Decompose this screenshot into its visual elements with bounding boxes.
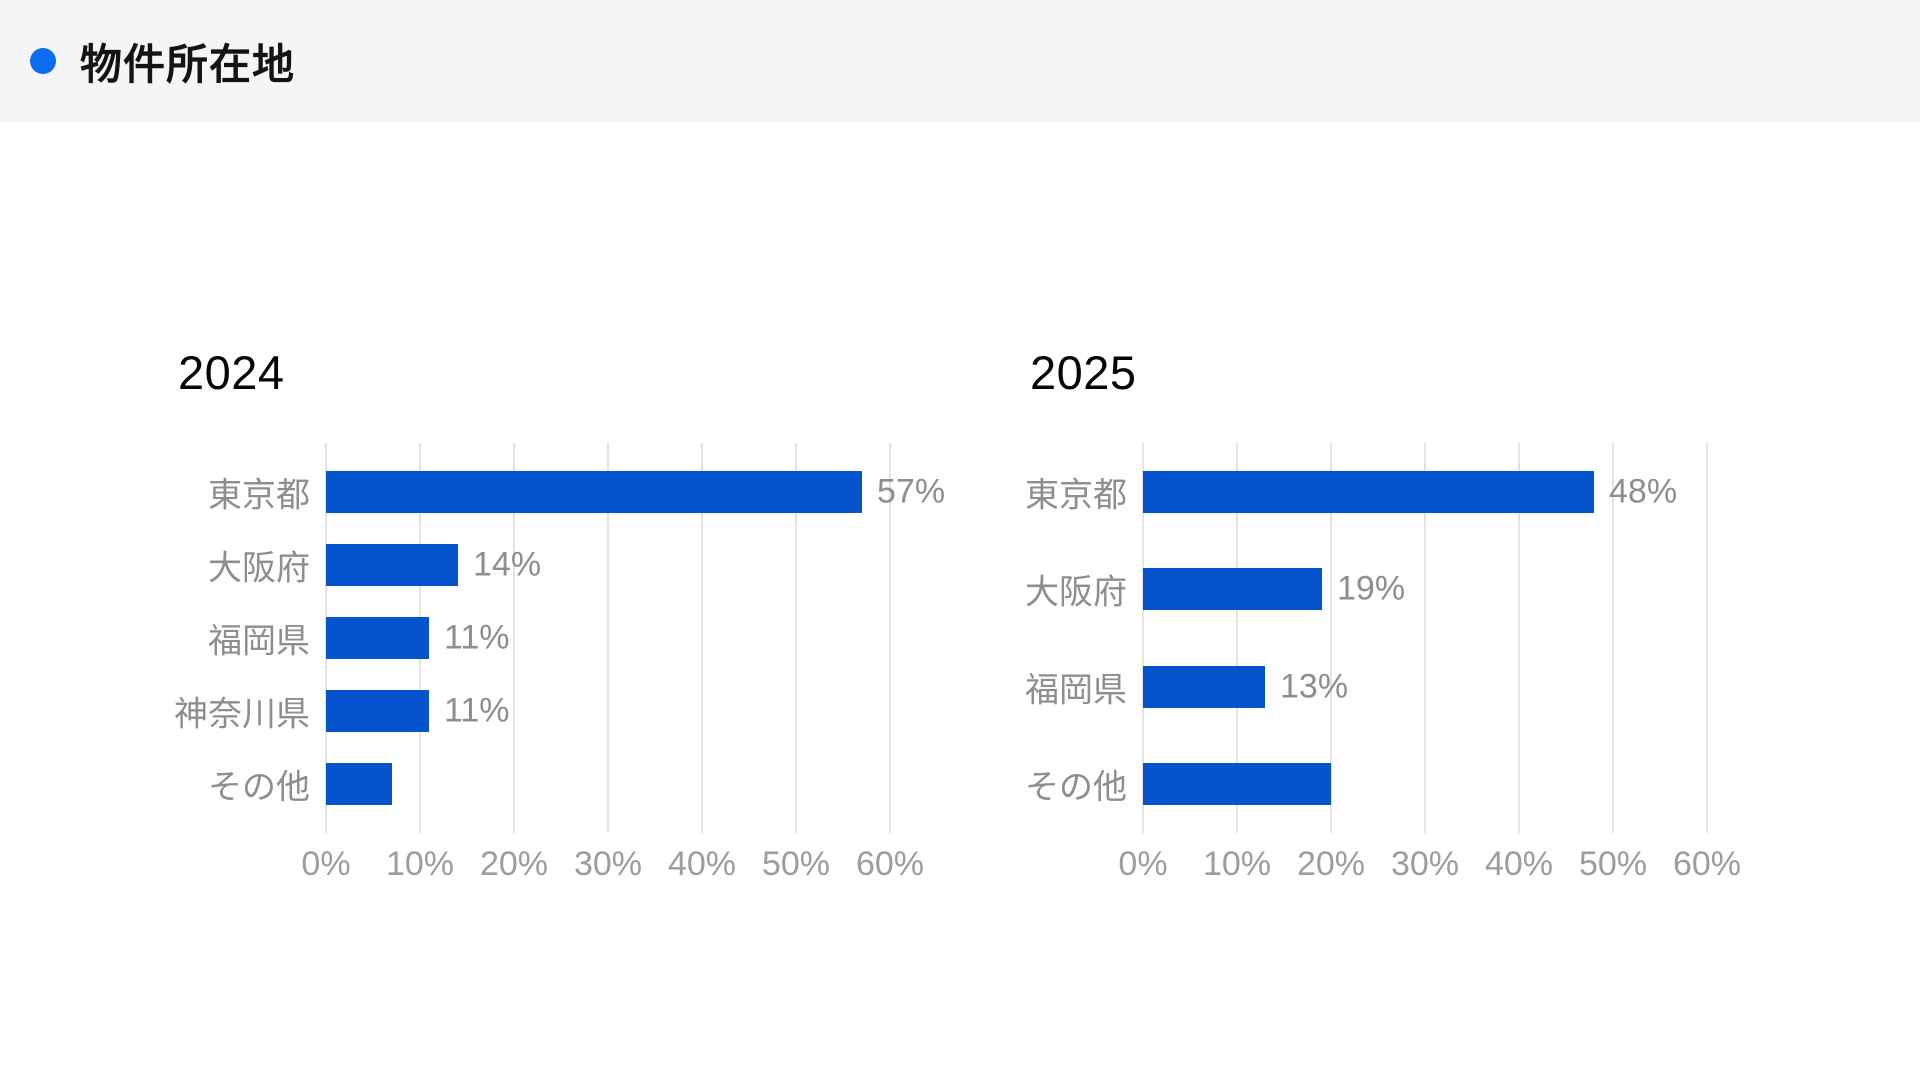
gridline-60% [1706, 443, 1708, 833]
gridline-50% [1612, 443, 1614, 833]
x-axis-tick-label: 0% [1118, 845, 1168, 883]
x-axis-tick-label: 10% [1202, 845, 1272, 883]
gridline-30% [607, 443, 609, 833]
value-label-2025-東京都: 48% [1609, 472, 1678, 511]
section-header: 物件所在地 [0, 0, 1920, 122]
x-axis-tick-label: 20% [479, 845, 549, 883]
bullet-icon [30, 48, 56, 74]
x-axis-tick-label: 60% [1672, 845, 1742, 883]
x-axis-tick-label: 20% [1296, 845, 1366, 883]
chart-2025-plot-area: 0% 10% 20% 30% 40% 50% 60% 東京都 48% 大阪府 19% 福岡県 13% その… [1025, 443, 1741, 883]
category-label-神奈川県: 神奈川県 [174, 695, 310, 734]
category-label-東京都: 東京都 [208, 476, 310, 515]
value-label-2024-大阪府: 14% [473, 545, 542, 584]
x-axis-tick-label: 40% [667, 845, 737, 883]
x-axis-tick-label: 50% [761, 845, 831, 883]
chart-title-2025: 2025 [1030, 346, 1137, 399]
gridline-60% [889, 443, 891, 833]
category-label-大阪府: 大阪府 [208, 549, 310, 588]
value-label-2024-東京都: 57% [877, 472, 946, 511]
page-title: 物件所在地 [80, 40, 296, 88]
x-axis-tick-label: 50% [1578, 845, 1648, 883]
chart-title-2024: 2024 [178, 346, 285, 399]
category-label-東京都: 東京都 [1025, 476, 1127, 515]
bar-2025-福岡県 [1143, 666, 1265, 708]
category-label-福岡県: 福岡県 [1025, 671, 1127, 710]
bar-2025-その他 [1143, 763, 1331, 805]
gridline-0% [1142, 443, 1144, 833]
category-label-その他: その他 [1025, 768, 1127, 807]
category-label-福岡県: 福岡県 [208, 622, 310, 661]
gridline-40% [1518, 443, 1520, 833]
bar-2025-東京都 [1143, 471, 1594, 513]
bar-2024-福岡県 [326, 617, 429, 659]
bar-2024-神奈川県 [326, 690, 429, 732]
value-label-2025-大阪府: 19% [1337, 569, 1406, 608]
value-label-2024-福岡県: 11% [444, 618, 510, 657]
value-label-2025-福岡県: 13% [1280, 667, 1349, 706]
value-label-2024-神奈川県: 11% [444, 691, 510, 730]
category-label-その他: その他 [208, 768, 310, 807]
x-axis-tick-label: 0% [301, 845, 351, 883]
gridline-40% [701, 443, 703, 833]
gridline-20% [1330, 443, 1332, 833]
x-axis-tick-label: 30% [573, 845, 643, 883]
gridline-30% [1424, 443, 1426, 833]
x-axis-tick-label: 60% [855, 845, 925, 883]
category-label-大阪府: 大阪府 [1025, 573, 1127, 612]
gridline-10% [1236, 443, 1238, 833]
bar-2024-大阪府 [326, 544, 458, 586]
bar-2024-その他 [326, 763, 392, 805]
bar-2024-東京都 [326, 471, 862, 513]
gridline-20% [513, 443, 515, 833]
x-axis-tick-label: 40% [1484, 845, 1554, 883]
chart-2024-plot-area: 0% 10% 20% 30% 40% 50% 60% 東京都 57% 大阪府 14% 福岡県 11% 神奈… [174, 443, 945, 883]
x-axis-tick-label: 10% [385, 845, 455, 883]
x-axis-tick-label: 30% [1390, 845, 1460, 883]
bar-2025-大阪府 [1143, 568, 1322, 610]
gridline-50% [795, 443, 797, 833]
